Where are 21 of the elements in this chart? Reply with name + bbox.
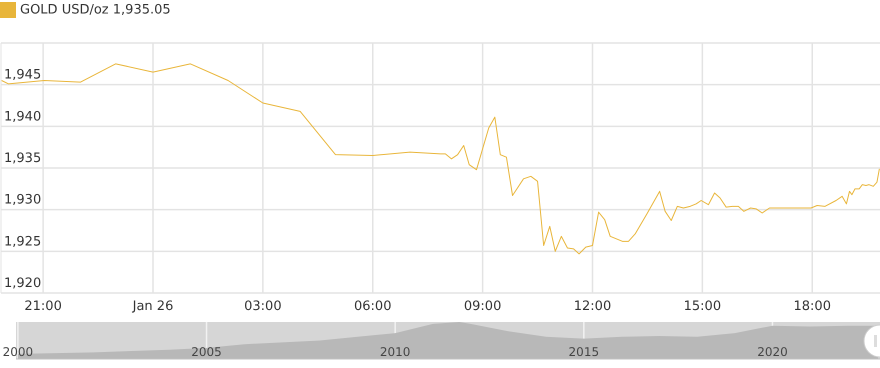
x-tick-label: 18:00: [794, 299, 831, 314]
x-tick-label: 2020: [757, 345, 788, 359]
x-tick-label: 2000: [2, 345, 34, 359]
x-tick-label: 2010: [380, 345, 410, 359]
text: 1,935.05: [112, 2, 171, 18]
x-tick-label: 2005: [191, 345, 222, 359]
legend-label: GOLD USD/oz: [20, 2, 109, 18]
y-tick-label: 1,925: [4, 234, 42, 250]
x-tick-label: 06:00: [354, 299, 392, 314]
y-tick-label: 1,935: [4, 151, 42, 166]
x-tick-label: 15:00: [684, 299, 722, 314]
x-tick-label: 2015: [568, 345, 600, 359]
y-tick-label: 1,945: [4, 68, 42, 83]
x-tick-label: 09:00: [464, 299, 502, 314]
y-tick-label: 1,930: [4, 192, 42, 208]
y-tick-label: 1,940: [4, 109, 42, 124]
x-tick-label: 03:00: [244, 299, 282, 314]
y-tick-label: 1,920: [4, 276, 42, 291]
x-tick-label: 21:00: [24, 299, 62, 314]
x-tick-label: 12:00: [574, 299, 612, 314]
x-tick-label: Jan 26: [132, 299, 174, 314]
